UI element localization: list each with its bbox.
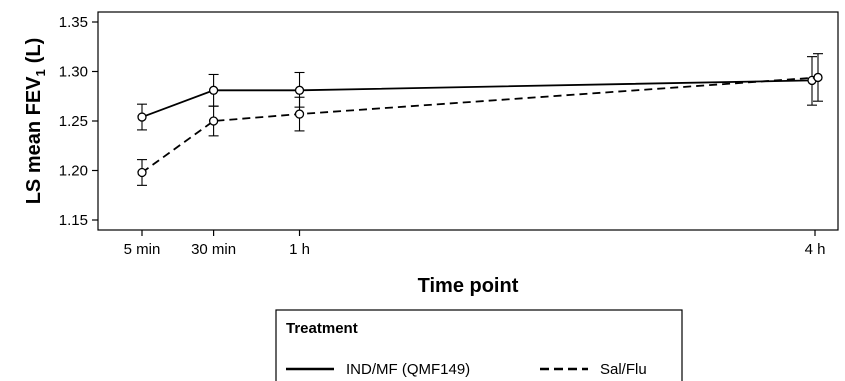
legend-title: Treatment — [286, 320, 358, 337]
data-point — [137, 167, 147, 178]
legend-label-ind-mf: IND/MF (QMF149) — [346, 361, 470, 378]
legend-box — [275, 309, 683, 381]
y-axis-title-main: LS mean FEV — [23, 76, 45, 204]
y-axis-title-subscript: 1 — [33, 69, 48, 76]
series-ind-mf — [137, 56, 817, 131]
series-line — [141, 79, 813, 118]
y-tick-label: 1.25 — [59, 113, 88, 130]
y-tick-label: 1.35 — [59, 14, 88, 31]
data-point — [137, 112, 147, 122]
data-point — [813, 72, 823, 83]
x-tick-label: 1 h — [289, 241, 310, 258]
data-point — [294, 85, 305, 95]
y-tick-label: 1.30 — [59, 64, 88, 81]
x-tick-label: 30 min — [191, 241, 236, 258]
x-tick-label: 5 min — [124, 241, 161, 258]
y-axis-title: LS mean FEV1 (L) — [23, 38, 48, 205]
y-axis: 1.15 1.20 1.25 1.30 1.35 — [59, 14, 98, 229]
series-layer — [137, 53, 823, 186]
data-point — [208, 116, 219, 126]
x-axis-title: Time point — [418, 275, 519, 297]
y-tick-label: 1.20 — [59, 163, 88, 180]
data-point — [208, 85, 219, 95]
series-line — [141, 76, 819, 174]
legend-label-sal-flu: Sal/Flu — [600, 361, 647, 378]
series-sal-flu — [137, 53, 823, 186]
data-point — [294, 109, 305, 119]
legend: Treatment IND/MF (QMF149) Sal/Flu — [275, 309, 683, 381]
x-tick-label: 4 h — [805, 241, 826, 258]
y-axis-title-unit: (L) — [23, 38, 45, 64]
x-axis: 5 min 30 min 1 h 4 h — [124, 230, 826, 258]
y-tick-label: 1.15 — [59, 212, 88, 229]
